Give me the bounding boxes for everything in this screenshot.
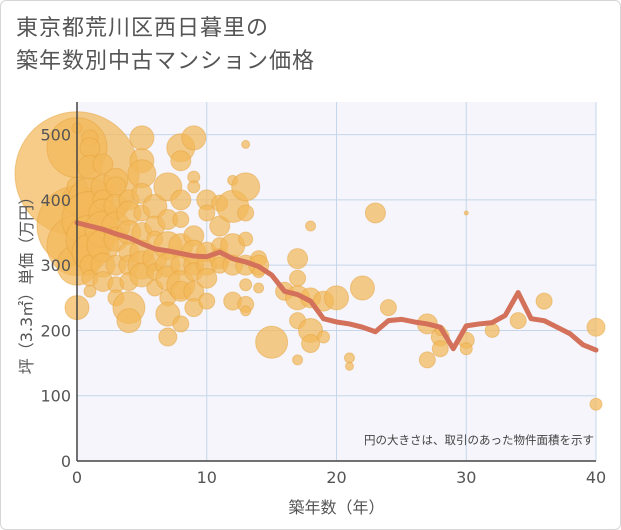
trend-line-layer — [74, 220, 599, 353]
bubble-point — [129, 125, 155, 151]
bubble-point — [463, 210, 469, 216]
y-tick-label: 400 — [40, 191, 71, 210]
x-tick-label: 0 — [72, 468, 82, 487]
x-tick-label: 20 — [326, 468, 346, 487]
bubble-point — [239, 278, 253, 292]
bubble-point — [198, 292, 216, 310]
bubble-size-note: 円の大きさは、取引のあった物件面積を示す — [364, 433, 594, 447]
bubble-point — [324, 285, 349, 311]
x-tick-label: 30 — [456, 468, 476, 487]
bubble-point — [418, 351, 436, 369]
bubble-point — [170, 189, 192, 211]
bubble-point — [238, 231, 254, 247]
bubble-point — [589, 397, 603, 411]
bubble-point — [343, 352, 355, 364]
chart-title: 東京都荒川区西日暮里の 築年数別中古マンション価格 — [16, 12, 315, 78]
y-tick-label: 100 — [40, 387, 71, 406]
average-price-line — [74, 220, 599, 353]
bubble-point — [196, 267, 218, 289]
bubble-point — [241, 139, 251, 149]
bubble-point — [349, 275, 375, 301]
bubble-point — [289, 269, 307, 287]
title-line-2: 築年数別中古マンション価格 — [16, 49, 316, 74]
bubble-point — [344, 361, 354, 371]
bubble-point — [459, 342, 473, 356]
axes — [76, 102, 596, 462]
bubble-point — [79, 137, 101, 159]
bubble-point — [158, 327, 178, 347]
bubble-layer — [14, 111, 606, 411]
bubble-point — [535, 292, 553, 310]
bubble-point — [287, 248, 309, 270]
bubble-point — [586, 317, 606, 337]
y-tick-label: 0 — [61, 452, 71, 471]
y-tick-label: 200 — [40, 321, 71, 340]
bubble-point — [237, 204, 255, 222]
x-axis-label: 築年数（年） — [288, 498, 384, 517]
bubble-point — [292, 354, 304, 366]
bubble-point — [231, 172, 261, 202]
bubble-point — [170, 150, 192, 172]
title-line-1: 東京都荒川区西日暮里の — [16, 16, 270, 41]
bubble-point — [305, 220, 317, 232]
bubble-point — [172, 210, 190, 228]
bubble-point — [83, 284, 97, 298]
bubble-point — [181, 125, 207, 151]
bubble-point — [431, 340, 449, 358]
bubble-point — [240, 305, 252, 317]
bubble-point — [198, 204, 216, 222]
x-tick-label: 40 — [586, 468, 606, 487]
bubble-point — [92, 153, 114, 175]
y-axis-label: 坪（3.3㎡）単価（万円） — [17, 189, 36, 374]
bubble-point — [364, 202, 386, 224]
y-tick-label: 300 — [40, 256, 71, 275]
bubble-point — [116, 308, 142, 334]
bubble-point — [172, 315, 190, 333]
x-tick-label: 10 — [197, 468, 217, 487]
bubble-point — [187, 180, 201, 194]
bubble-point — [301, 334, 321, 354]
bubble-point — [255, 325, 289, 359]
bubble-point — [253, 282, 265, 294]
y-tick-label: 500 — [40, 126, 71, 145]
bubble-point — [317, 330, 331, 344]
bubble-point — [379, 299, 397, 317]
bubble-point — [509, 312, 527, 330]
